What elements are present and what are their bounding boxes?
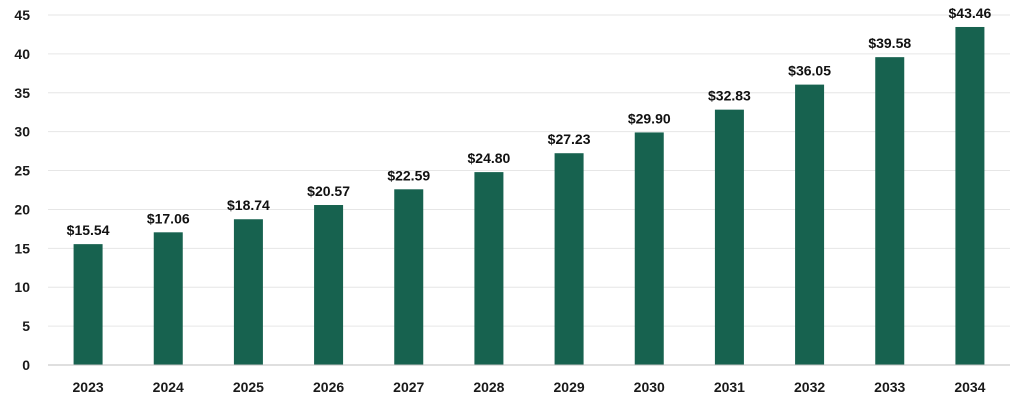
data-label: $27.23 <box>548 131 591 147</box>
data-label: $32.83 <box>708 88 751 104</box>
x-tick-label: 2031 <box>714 379 745 395</box>
y-tick-label: 45 <box>14 7 30 23</box>
bar <box>314 205 344 365</box>
x-tick-label: 2027 <box>393 379 424 395</box>
data-label: $43.46 <box>949 5 992 21</box>
x-tick-label: 2032 <box>794 379 825 395</box>
x-tick-label: 2026 <box>313 379 344 395</box>
bar <box>394 189 424 365</box>
bar <box>153 232 183 365</box>
data-label: $24.80 <box>468 150 511 166</box>
y-tick-label: 40 <box>14 46 30 62</box>
bar <box>714 109 744 366</box>
y-tick-label: 0 <box>22 357 30 373</box>
data-label: $36.05 <box>788 63 831 79</box>
bar <box>233 219 263 365</box>
data-label: $17.06 <box>147 210 190 226</box>
y-tick-label: 5 <box>22 318 30 334</box>
data-label: $20.57 <box>307 183 350 199</box>
bar <box>634 132 664 365</box>
y-tick-label: 20 <box>14 201 30 217</box>
y-tick-label: 25 <box>14 163 30 179</box>
x-tick-label: 2030 <box>634 379 665 395</box>
y-tick-label: 15 <box>14 240 30 256</box>
y-tick-label: 30 <box>14 124 30 140</box>
data-label: $15.54 <box>67 222 110 238</box>
data-label: $18.74 <box>227 197 270 213</box>
bar <box>474 172 504 365</box>
y-axis: 0 5 10 15 20 25 30 35 40 45 <box>14 7 30 373</box>
data-label: $22.59 <box>387 167 430 183</box>
x-axis: 2023 2024 2025 2026 2027 2028 2029 2030 2031 2032… <box>48 364 1010 395</box>
bar <box>875 57 905 366</box>
data-label: $39.58 <box>868 35 911 51</box>
bar <box>795 84 825 365</box>
x-tick-label: 2028 <box>473 379 504 395</box>
data-labels: $15.54 $17.06 $18.74 $20.57 $22.59 $24.80 $27.… <box>67 5 992 238</box>
bars <box>73 26 985 366</box>
x-tick-label: 2034 <box>954 379 985 395</box>
x-tick-label: 2023 <box>73 379 104 395</box>
bar <box>73 244 103 365</box>
x-tick-label: 2025 <box>233 379 264 395</box>
bar <box>554 153 584 365</box>
x-tick-label: 2024 <box>153 379 184 395</box>
y-tick-label: 35 <box>14 85 30 101</box>
data-label: $29.90 <box>628 110 671 126</box>
y-tick-label: 10 <box>14 279 30 295</box>
gridlines <box>48 14 1010 327</box>
bar <box>955 26 985 365</box>
x-tick-label: 2029 <box>554 379 585 395</box>
x-tick-label: 2033 <box>874 379 905 395</box>
